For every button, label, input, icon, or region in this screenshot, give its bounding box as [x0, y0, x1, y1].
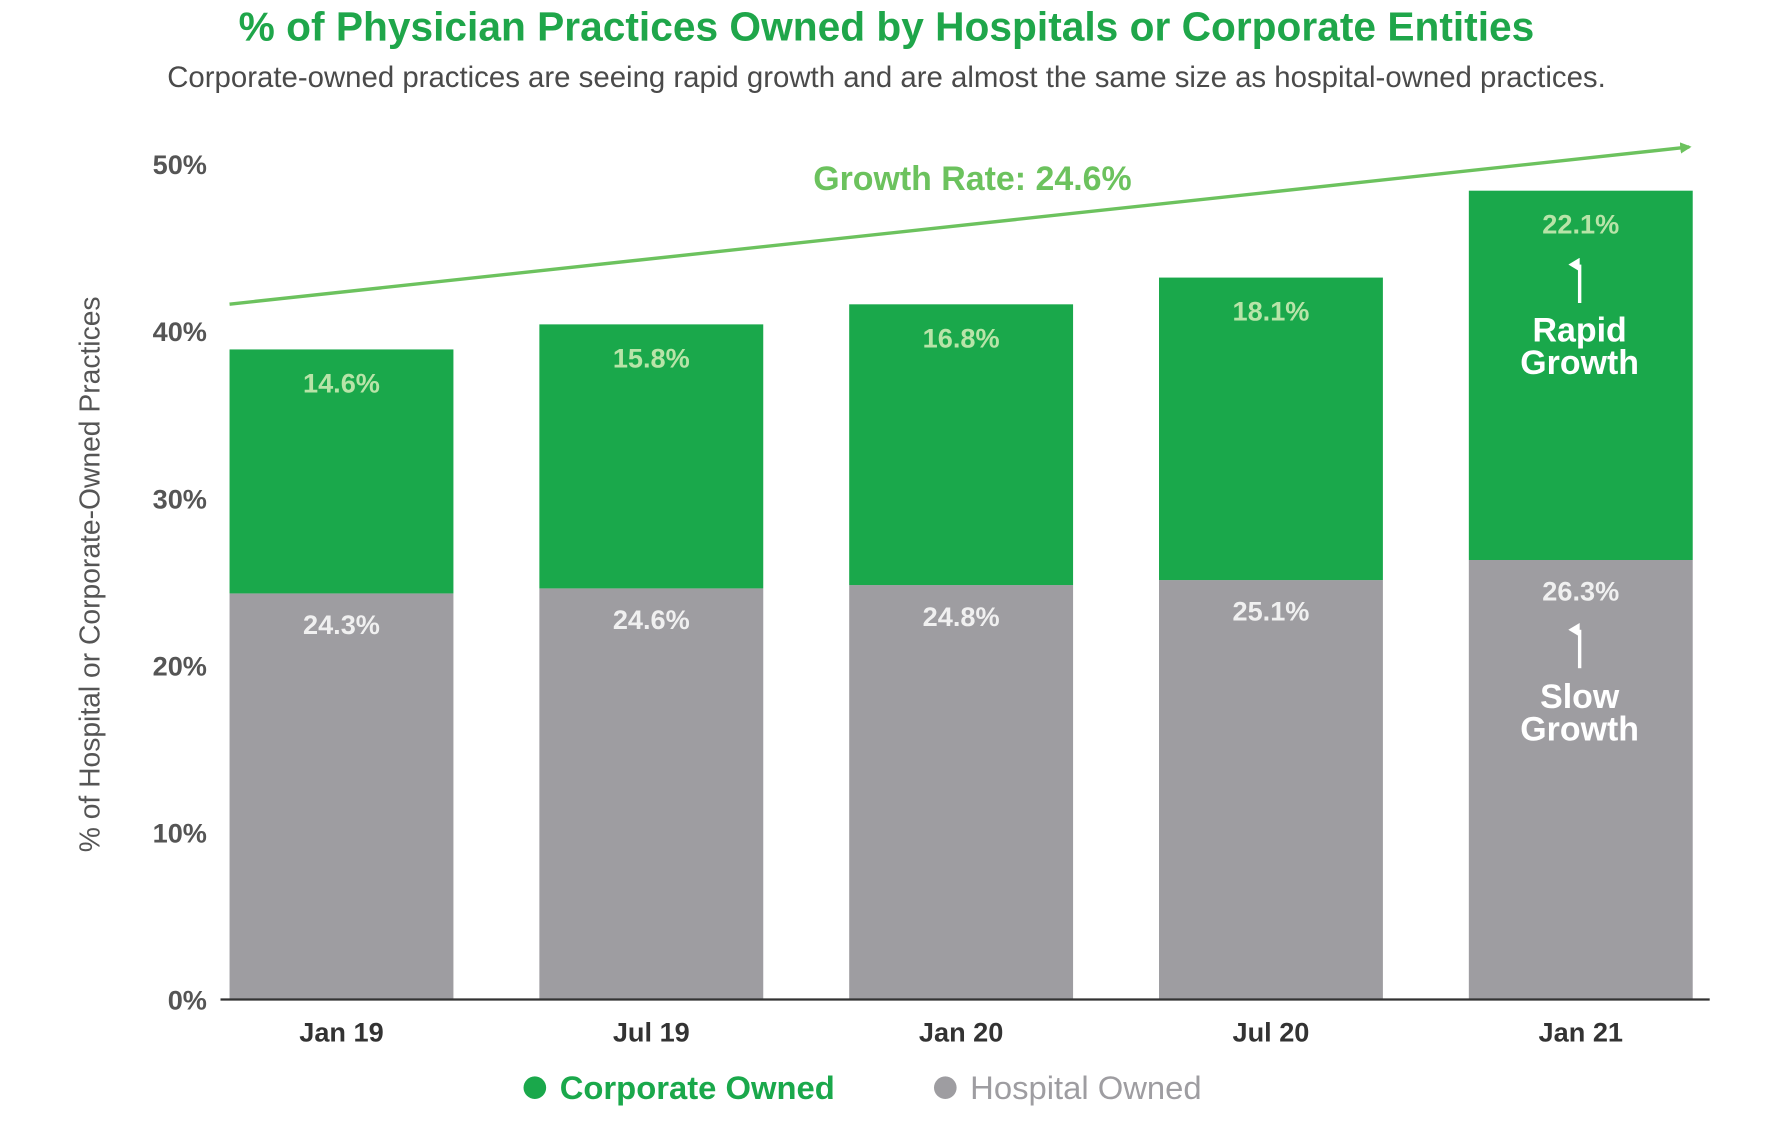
- bar-corporate-owned: [229, 349, 454, 594]
- data-label-hospital: 24.6%: [613, 604, 690, 635]
- y-tick-label: 10%: [153, 818, 207, 849]
- bar-corporate-owned: [1468, 190, 1693, 560]
- legend-label-corporate: Corporate Owned: [560, 1069, 835, 1106]
- data-label-corporate: 15.8%: [613, 342, 690, 373]
- legend-swatch-corporate: [523, 1076, 547, 1099]
- y-tick-label: 30%: [153, 483, 207, 514]
- growth-rate-label: Growth Rate: 24.6%: [813, 160, 1131, 198]
- data-label-hospital: 24.3%: [303, 609, 380, 640]
- data-label-hospital: 26.3%: [1542, 576, 1619, 607]
- x-tick-label: Jul 19: [613, 1016, 690, 1047]
- bar-corporate-owned: [539, 324, 764, 589]
- y-tick-label: 20%: [153, 650, 207, 681]
- y-tick-label: 40%: [153, 316, 207, 347]
- bar-hospital-owned: [1159, 580, 1383, 1000]
- data-label-corporate: 16.8%: [923, 322, 1000, 353]
- data-label-corporate: 14.6%: [303, 367, 380, 398]
- chart-subtitle: Corporate-owned practices are seeing rap…: [167, 61, 1606, 94]
- bar-hospital-owned: [539, 588, 764, 1000]
- y-tick-label: 0%: [168, 985, 207, 1016]
- legend: Corporate Owned Hospital Owned: [523, 1069, 1202, 1106]
- bar-hospital-owned: [1468, 559, 1693, 1000]
- x-tick-label: Jan 20: [919, 1016, 1003, 1047]
- x-tick-label: Jan 19: [299, 1016, 383, 1047]
- data-label-corporate: 22.1%: [1542, 209, 1619, 240]
- rapid-growth-label-1: Rapid: [1533, 311, 1627, 349]
- legend-swatch-hospital: [933, 1076, 957, 1099]
- slow-growth-label-1: Slow: [1540, 678, 1620, 716]
- bar-corporate-owned: [849, 304, 1074, 586]
- x-tick-label: Jan 21: [1539, 1016, 1623, 1047]
- y-axis-label: % of Hospital or Corporate-Owned Practic…: [74, 296, 106, 852]
- bar-hospital-owned: [229, 593, 454, 1000]
- y-tick-label: 50%: [153, 149, 207, 180]
- legend-label-hospital: Hospital Owned: [970, 1069, 1201, 1106]
- data-label-hospital: 24.8%: [923, 601, 1000, 632]
- slow-growth-label-2: Growth: [1520, 711, 1639, 749]
- rapid-growth-label-2: Growth: [1520, 344, 1639, 382]
- x-tick-label: Jul 20: [1232, 1016, 1309, 1047]
- bar-corporate-owned: [1159, 277, 1383, 581]
- chart-title: % of Physician Practices Owned by Hospit…: [239, 4, 1535, 50]
- data-label-hospital: 25.1%: [1232, 596, 1309, 627]
- growth-trend-arrow: [229, 142, 1692, 306]
- bar-hospital-owned: [849, 585, 1074, 1000]
- data-label-corporate: 18.1%: [1232, 296, 1309, 327]
